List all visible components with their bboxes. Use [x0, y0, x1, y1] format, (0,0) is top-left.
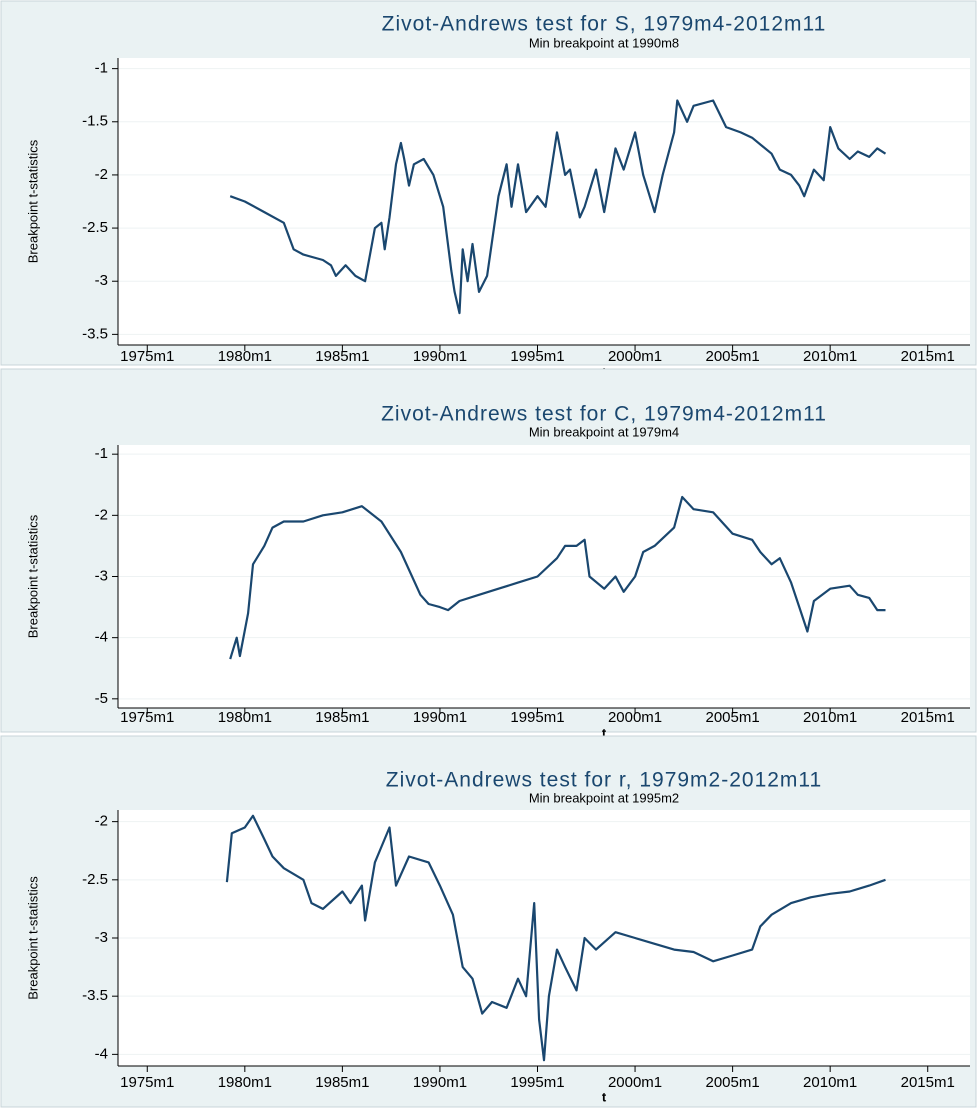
chart-subtitle: Min breakpoint at 1979m4 — [529, 424, 679, 439]
chart-title: Zivot-Andrews test for S, 1979m4-2012m11 — [382, 13, 827, 36]
x-tick-label: 1995m1 — [510, 709, 564, 726]
data-line — [225, 814, 886, 1062]
x-tick-label: 2000m1 — [608, 348, 662, 365]
y-axis-label: Breakpoint t-statistics — [25, 876, 40, 1000]
x-axis-label: t — [602, 725, 607, 740]
x-tick-label: 1990m1 — [413, 709, 467, 726]
y-tick-label: -2 — [95, 506, 108, 523]
x-tick-label: 1995m1 — [510, 348, 564, 365]
x-tick-label: 1985m1 — [315, 348, 369, 365]
y-tick-label: -3 — [95, 567, 108, 584]
x-tick-label: 2010m1 — [803, 348, 857, 365]
x-tick-label: 2000m1 — [608, 1074, 662, 1091]
panel: Zivot-Andrews test for S, 1979m4-2012m11… — [0, 0, 977, 379]
y-tick-label: -3 — [95, 929, 108, 946]
x-tick-label: 1985m1 — [315, 1074, 369, 1091]
y-tick-label: -3 — [95, 272, 108, 289]
chart-title: Zivot-Andrews test for C, 1979m4-2012m11 — [381, 403, 827, 426]
x-tick-label: 1980m1 — [218, 348, 272, 365]
y-tick-label: -1 — [95, 60, 108, 77]
y-tick-label: -4 — [95, 1045, 108, 1062]
panel: Zivot-Andrews test for r, 1979m2-2012m11… — [0, 735, 977, 1108]
x-tick-label: 2015m1 — [901, 1074, 955, 1091]
y-tick-label: -2.5 — [82, 219, 108, 236]
y-tick-label: -3.5 — [82, 325, 108, 342]
x-tick-label: 2015m1 — [901, 348, 955, 365]
x-tick-label: 1980m1 — [218, 1074, 272, 1091]
y-tick-label: -4 — [95, 629, 108, 646]
data-line — [229, 495, 886, 660]
y-tick-label: -1 — [95, 445, 108, 462]
x-tick-label: 1975m1 — [120, 709, 174, 726]
x-tick-label: 1980m1 — [218, 709, 272, 726]
x-tick-label: 2005m1 — [706, 709, 760, 726]
x-tick-label: 2000m1 — [608, 709, 662, 726]
chart-subtitle: Min breakpoint at 1995m2 — [529, 790, 679, 805]
x-tick-label: 1990m1 — [413, 348, 467, 365]
x-tick-label: 1990m1 — [413, 1074, 467, 1091]
x-tick-label: 1975m1 — [120, 1074, 174, 1091]
y-tick-label: -5 — [95, 690, 108, 707]
x-tick-label: 2005m1 — [706, 348, 760, 365]
chart-title: Zivot-Andrews test for r, 1979m2-2012m11 — [386, 769, 822, 792]
x-tick-label: 1995m1 — [510, 1074, 564, 1091]
chart-subtitle: Min breakpoint at 1990m8 — [529, 35, 679, 50]
y-tick-label: -2.5 — [82, 871, 108, 888]
x-tick-label: 2010m1 — [803, 709, 857, 726]
y-tick-label: -2 — [95, 166, 108, 183]
y-axis-label: Breakpoint t-statistics — [25, 139, 40, 263]
x-tick-label: 2010m1 — [803, 1074, 857, 1091]
y-axis-label: Breakpoint t-statistics — [25, 514, 40, 638]
y-tick-label: -2 — [95, 813, 108, 830]
x-tick-label: 1975m1 — [120, 348, 174, 365]
x-tick-label: 2005m1 — [706, 1074, 760, 1091]
data-line — [229, 99, 887, 315]
x-axis-label: t — [602, 1089, 607, 1104]
x-tick-label: 1985m1 — [315, 709, 369, 726]
plot-area — [118, 58, 970, 345]
x-tick-label: 2015m1 — [901, 709, 955, 726]
y-tick-label: -1.5 — [82, 113, 108, 130]
y-tick-label: -3.5 — [82, 987, 108, 1004]
panel: Zivot-Andrews test for C, 1979m4-2012m11… — [0, 368, 977, 740]
